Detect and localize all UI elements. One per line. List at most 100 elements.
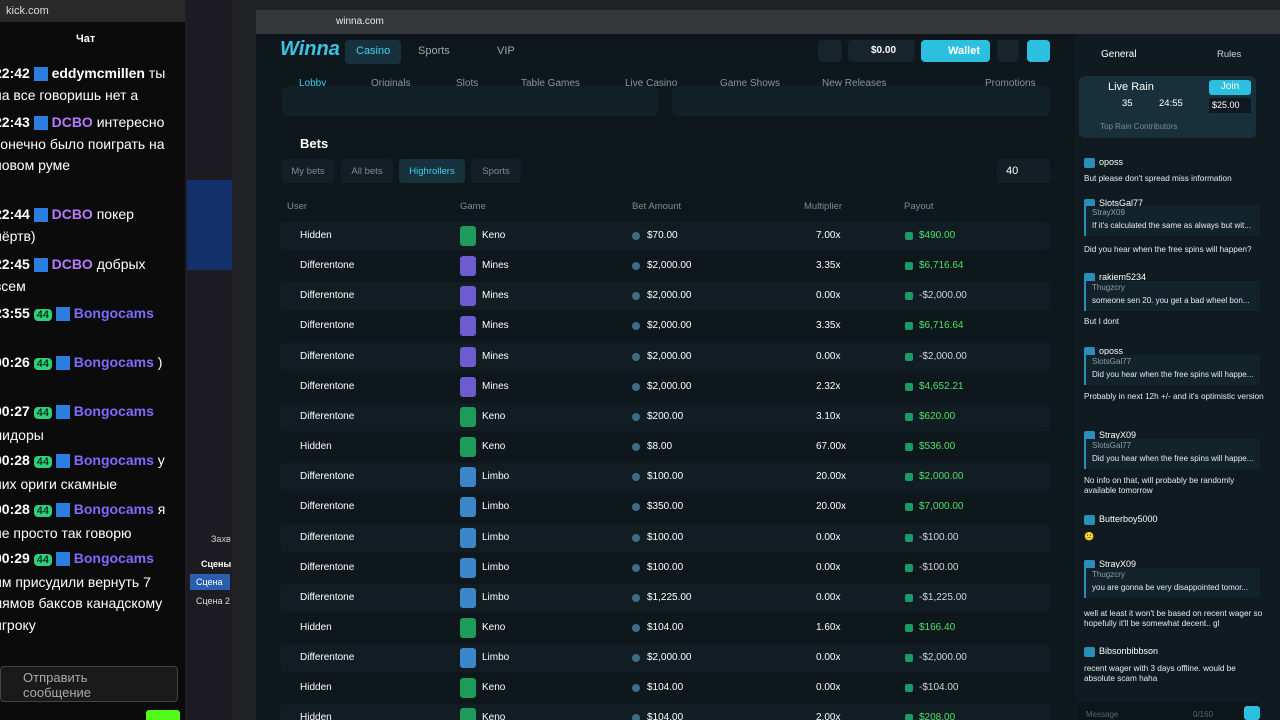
chat-user-icon bbox=[1084, 273, 1095, 283]
rules[interactable]: Rules bbox=[1217, 49, 1242, 60]
wallet-button[interactable]: Wallet bbox=[921, 40, 990, 62]
user-icon bbox=[288, 443, 297, 452]
chat-user-icon bbox=[1084, 199, 1095, 209]
chat-user-icon bbox=[1084, 158, 1095, 168]
bet-row: Differentone Limbo $2,000.00 0.00x -$2,000.0… bbox=[280, 644, 1050, 673]
game-icon bbox=[460, 648, 476, 669]
profile[interactable] bbox=[997, 40, 1019, 62]
currency-icon bbox=[632, 714, 640, 720]
badge: 44 bbox=[33, 309, 52, 321]
scene[interactable]: Сцена bbox=[190, 574, 230, 590]
subnav-item[interactable]: Game Shows bbox=[720, 78, 781, 89]
bet-amount: $100.00 bbox=[647, 471, 684, 483]
reply: StrayX09 If it's calculated the same as a… bbox=[1084, 206, 1260, 236]
badge: 44 bbox=[33, 456, 52, 468]
kick-chat: kick.com Чат 22:42 eddymcmillen ты на все … bbox=[0, 0, 185, 720]
user: Differentone bbox=[300, 410, 355, 422]
close[interactable] bbox=[1253, 46, 1267, 60]
bet-row: Differentone Limbo $350.00 20.00x $7,000.00 bbox=[280, 493, 1050, 521]
chat-user: oposs bbox=[1099, 346, 1124, 356]
currency-icon bbox=[632, 533, 640, 542]
subnav-item[interactable]: Slots bbox=[456, 78, 479, 89]
bet-amount: $8.00 bbox=[647, 441, 673, 453]
subnav-item[interactable]: Table Games bbox=[521, 78, 580, 89]
user-icon bbox=[288, 232, 297, 241]
subnav-item[interactable]: Lobby bbox=[299, 78, 327, 89]
send-button[interactable] bbox=[1244, 706, 1260, 720]
tab-strip bbox=[256, 0, 1280, 10]
reply-text: If it's calculated the same as always bu… bbox=[1092, 221, 1251, 230]
balance[interactable]: $0.00 bbox=[848, 40, 915, 62]
bet-row: Hidden Keno $104.00 0.00x -$104.00 bbox=[280, 674, 1050, 702]
payout: $490.00 bbox=[919, 230, 956, 241]
bet-row: Differentone Mines $2,000.00 3.35x $6,716.64 bbox=[280, 252, 1050, 280]
chat-user: SlotsGal77 bbox=[1099, 198, 1144, 208]
game-icon bbox=[460, 256, 476, 277]
time: 00:26 bbox=[0, 354, 30, 370]
currency-icon bbox=[905, 412, 913, 421]
subnav-item[interactable]: New Releases bbox=[822, 78, 887, 89]
bet-row: Hidden Keno $8.00 67.00x $536.00 bbox=[280, 433, 1050, 461]
currency-icon bbox=[905, 232, 913, 240]
scene[interactable]: Сцена 2 bbox=[196, 596, 231, 606]
currency-icon bbox=[905, 593, 913, 602]
currency-icon bbox=[632, 443, 640, 452]
channel[interactable]: General bbox=[1101, 49, 1137, 60]
multiplier: 3.10x bbox=[816, 410, 841, 422]
chat-input[interactable]: Отправить сообщение bbox=[0, 666, 178, 702]
currency-icon bbox=[905, 533, 913, 542]
payout: $6,716.64 bbox=[919, 260, 964, 272]
chat-user: StrayX09 bbox=[1099, 559, 1137, 569]
user-icon bbox=[288, 624, 297, 633]
currency-icon bbox=[632, 262, 640, 271]
message-text: у них ориги скамные bbox=[0, 452, 165, 492]
nav-tab[interactable]: Sports bbox=[418, 45, 450, 57]
reply: SlotsGal77 Did you hear when the free spi… bbox=[1084, 439, 1260, 469]
badge-icon bbox=[55, 356, 70, 371]
message-text: интересно конечно было поиграть на новом… bbox=[0, 114, 165, 173]
chat-input[interactable] bbox=[1077, 702, 1260, 720]
nav-tab[interactable]: Casino bbox=[345, 40, 402, 64]
search[interactable] bbox=[818, 40, 842, 62]
url[interactable]: winna.com bbox=[336, 16, 384, 27]
filter-tab[interactable]: My bets bbox=[282, 159, 334, 183]
currency-icon bbox=[632, 623, 640, 632]
chat-message: 23:55 44 Bongocams bbox=[0, 303, 172, 327]
game-icon bbox=[460, 437, 476, 458]
subnav-item[interactable]: Promotions bbox=[985, 78, 1036, 89]
user-icon bbox=[288, 714, 297, 720]
bet-row: Differentone Mines $2,000.00 0.00x -$2,000.0… bbox=[280, 342, 1050, 371]
bet-row: Differentone Limbo $100.00 0.00x -$100.00 bbox=[280, 523, 1050, 552]
input-placeholder: Message bbox=[1086, 710, 1119, 719]
payout: -$100.00 bbox=[919, 531, 959, 543]
page-size[interactable]: 40 bbox=[997, 159, 1050, 183]
filter-tab[interactable]: Sports bbox=[471, 159, 521, 183]
chat-user-icon bbox=[1084, 560, 1095, 570]
currency-icon bbox=[632, 292, 640, 301]
logo[interactable]: Winna bbox=[280, 38, 340, 60]
username: DCBO bbox=[51, 256, 93, 272]
filter-tab[interactable]: Highrollers bbox=[399, 159, 465, 183]
rain-join[interactable]: Join bbox=[1209, 80, 1251, 95]
currency-icon bbox=[905, 262, 913, 271]
chat-text: Probably in next 12h +/- and it's optimi… bbox=[1084, 392, 1264, 401]
user: Differentone bbox=[300, 652, 355, 664]
chat-user: StrayX09 bbox=[1099, 430, 1137, 440]
bet-amount: $104.00 bbox=[647, 621, 684, 633]
rain-timer: 24:55 bbox=[1159, 98, 1183, 109]
send-button[interactable] bbox=[146, 710, 180, 720]
user: Differentone bbox=[300, 561, 355, 573]
user: Differentone bbox=[300, 290, 355, 302]
subnav-item[interactable]: Originals bbox=[371, 78, 411, 89]
currency-icon bbox=[905, 623, 913, 632]
subnav-item[interactable]: Live Casino bbox=[625, 78, 678, 89]
badge: 44 bbox=[33, 407, 52, 419]
chat-toggle[interactable] bbox=[1027, 40, 1050, 62]
filter-tab[interactable]: All bets bbox=[341, 159, 393, 183]
address-bar bbox=[0, 0, 185, 22]
badge-icon bbox=[55, 405, 70, 420]
placeholder: Отправить сообщение bbox=[23, 670, 92, 700]
reply-user: SlotsGal77 bbox=[1092, 357, 1132, 366]
nav-tab[interactable]: VIP bbox=[497, 45, 515, 57]
